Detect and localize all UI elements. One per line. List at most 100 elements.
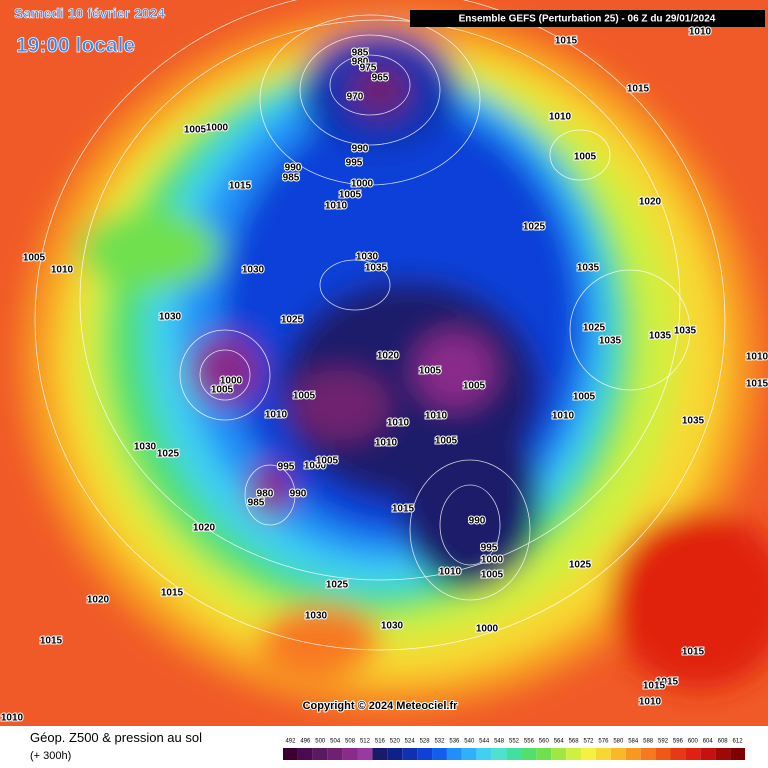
pressure-label: 1020 xyxy=(87,595,110,606)
lead-time: (+ 300h) xyxy=(30,750,71,762)
scale-swatch xyxy=(595,748,611,760)
scale-label: 492 xyxy=(285,739,296,745)
pressure-label: 985 xyxy=(352,48,369,59)
pressure-label: 1025 xyxy=(157,449,180,460)
pressure-label: 1015 xyxy=(161,588,184,599)
pressure-label: 1010 xyxy=(1,713,24,724)
pressure-label: 1010 xyxy=(549,112,572,123)
pressure-label: 1030 xyxy=(159,312,182,323)
pressure-label: 1015 xyxy=(40,636,63,647)
scale-swatch xyxy=(640,748,656,760)
pressure-label: 995 xyxy=(481,543,498,554)
pressure-label: 1015 xyxy=(392,504,415,515)
scale-label: 540 xyxy=(464,739,475,745)
scale-label: 564 xyxy=(554,739,565,745)
pressure-label: 1015 xyxy=(682,647,705,658)
scale-swatch xyxy=(551,748,567,760)
scale-label: 520 xyxy=(390,739,401,745)
scale-label: 604 xyxy=(703,739,714,745)
pressure-label: 1010 xyxy=(325,201,348,212)
pressure-label: 1000 xyxy=(220,376,243,387)
pressure-label: 1005 xyxy=(435,436,458,447)
scale-swatch xyxy=(476,748,492,760)
scale-swatch xyxy=(297,748,313,760)
pressure-label: 1035 xyxy=(649,331,672,342)
scale-swatch xyxy=(566,748,582,760)
pressure-label: 1005 xyxy=(23,253,46,264)
scale-swatch xyxy=(283,748,298,760)
isobars xyxy=(34,0,726,651)
pressure-label: 1010 xyxy=(387,418,410,429)
pressure-label: 1010 xyxy=(639,697,662,708)
scale-label: 584 xyxy=(628,739,639,745)
pressure-label: 1005 xyxy=(293,391,316,402)
pressure-label: 970 xyxy=(347,92,364,103)
pressure-label: 1005 xyxy=(339,190,362,201)
scale-swatch xyxy=(446,748,462,760)
pressure-label: 1030 xyxy=(305,611,328,622)
scale-label: 552 xyxy=(509,739,520,745)
scale-label: 548 xyxy=(494,739,505,745)
pressure-label: 1035 xyxy=(365,263,388,274)
scale-label: 560 xyxy=(539,739,550,745)
scale-label: 572 xyxy=(584,739,595,745)
scale-swatch xyxy=(417,748,433,760)
color-scale: 492 496 500 504 508 512 516 520 524 528 532 536 540 5… xyxy=(283,739,745,760)
pressure-label: 1010 xyxy=(425,411,448,422)
pressure-label: 1005 xyxy=(481,570,504,581)
pressure-label: 1015 xyxy=(627,84,650,95)
pressure-label: 1005 xyxy=(463,381,486,392)
scale-label: 496 xyxy=(300,739,311,745)
pressure-label: 1025 xyxy=(583,323,606,334)
scale-label: 596 xyxy=(673,739,684,745)
pressure-label: 980 xyxy=(352,57,369,68)
pressure-label: 995 xyxy=(278,462,295,473)
pressure-label: 975 xyxy=(360,63,377,74)
scale-label: 516 xyxy=(375,739,386,745)
scale-swatch xyxy=(715,748,731,760)
scale-label: 568 xyxy=(569,739,580,745)
scale-swatch xyxy=(685,748,701,760)
scale-swatch xyxy=(521,748,537,760)
pressure-label: 1010 xyxy=(689,27,712,38)
pressure-label: 990 xyxy=(352,144,369,155)
scale-label: 588 xyxy=(643,739,654,745)
pressure-label: 1005 xyxy=(211,385,234,396)
pressure-label: 990 xyxy=(285,163,302,174)
pressure-label: 1015 xyxy=(746,379,768,390)
local-time: 19:00 locale xyxy=(16,34,135,57)
scale-label: 600 xyxy=(688,739,699,745)
pressure-label: 1005 xyxy=(573,392,596,403)
model-info-box xyxy=(410,10,765,27)
field-title: Géop. Z500 & pression au sol xyxy=(30,730,202,745)
scale-label: 592 xyxy=(658,739,669,745)
scale-swatch xyxy=(655,748,671,760)
scale-label: 504 xyxy=(330,739,341,745)
pressure-label: 1020 xyxy=(639,197,662,208)
scale-swatch xyxy=(506,748,522,760)
pressure-label: 1005 xyxy=(419,366,442,377)
scale-label: 500 xyxy=(315,739,326,745)
pressure-label: 1015 xyxy=(229,181,252,192)
pressure-label: 1035 xyxy=(599,336,622,347)
pressure-label: 1020 xyxy=(377,351,400,362)
pressure-label: 1025 xyxy=(326,580,349,591)
pressure-label: 990 xyxy=(469,516,486,527)
pressure-label: 1000 xyxy=(481,555,504,566)
pressure-label: 965 xyxy=(372,73,389,84)
pressure-label: 1015 xyxy=(643,681,666,692)
pressure-label: 985 xyxy=(248,498,265,509)
pressure-label: 1010 xyxy=(439,567,462,578)
pressure-label: 1005 xyxy=(184,125,207,136)
scale-label: 536 xyxy=(449,739,460,745)
footer-bar xyxy=(0,726,768,768)
scale-swatch xyxy=(372,748,388,760)
scale-label: 544 xyxy=(479,739,490,745)
scale-label: 508 xyxy=(345,739,356,745)
pressure-label: 1035 xyxy=(577,263,600,274)
scale-label: 612 xyxy=(733,739,744,745)
field-background xyxy=(0,0,768,726)
scale-swatch xyxy=(327,748,343,760)
